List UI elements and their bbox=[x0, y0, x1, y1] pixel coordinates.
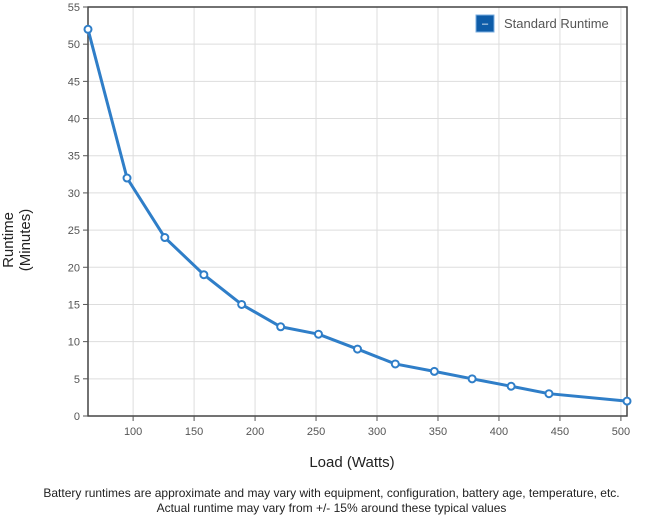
footnote-line-1: Battery runtimes are approximate and may… bbox=[43, 486, 620, 500]
data-point[interactable] bbox=[429, 366, 439, 376]
y-axis-ticks: 0 5 10 15 20 25 30 35 40 45 50 55 bbox=[68, 2, 88, 423]
data-point[interactable] bbox=[313, 329, 323, 339]
x-tick-label: 300 bbox=[368, 426, 386, 438]
y-tick-label: 45 bbox=[68, 76, 80, 88]
series-line bbox=[86, 28, 628, 403]
x-tick-label: 250 bbox=[307, 426, 325, 438]
y-tick-label: 5 bbox=[74, 374, 80, 386]
data-point[interactable] bbox=[276, 322, 286, 332]
y-tick-label: 25 bbox=[68, 225, 80, 237]
y-tick-label: 10 bbox=[68, 337, 80, 349]
plot-border bbox=[87, 6, 628, 417]
x-tick-label: 450 bbox=[551, 426, 569, 438]
y-tick-label: 0 bbox=[74, 411, 80, 423]
data-point[interactable] bbox=[544, 389, 554, 399]
data-point[interactable] bbox=[506, 381, 516, 391]
x-tick-label: 500 bbox=[612, 426, 630, 438]
y-axis-title: Runtime (Minutes) bbox=[0, 209, 34, 272]
y-tick-label: 55 bbox=[68, 2, 80, 14]
x-tick-label: 200 bbox=[246, 426, 264, 438]
data-point[interactable] bbox=[622, 396, 632, 406]
plot-frame bbox=[87, 6, 628, 417]
x-axis-title: Load (Watts) bbox=[309, 454, 394, 471]
data-point[interactable] bbox=[467, 374, 477, 384]
legend-toggle-button[interactable] bbox=[475, 14, 495, 33]
series-standard-runtime bbox=[83, 24, 632, 406]
x-tick-label: 100 bbox=[124, 426, 142, 438]
y-tick-label: 40 bbox=[68, 114, 80, 126]
y-tick-label: 20 bbox=[68, 262, 80, 274]
y-axis-title-line1: Runtime bbox=[0, 212, 17, 268]
y-tick-label: 35 bbox=[68, 151, 80, 163]
data-point[interactable] bbox=[160, 233, 170, 243]
y-tick-label: 15 bbox=[68, 299, 80, 311]
legend[interactable]: – Standard Runtime bbox=[475, 14, 609, 33]
legend-label: Standard Runtime bbox=[504, 16, 609, 31]
x-axis-ticks: 100 150 200 250 300 350 400 450 500 bbox=[124, 416, 630, 438]
footnote-line-2: Actual runtime may vary from +/- 15% aro… bbox=[156, 501, 507, 515]
data-point[interactable] bbox=[122, 173, 132, 183]
x-tick-label: 350 bbox=[429, 426, 447, 438]
data-point[interactable] bbox=[237, 299, 247, 309]
footnote: Battery runtimes are approximate and may… bbox=[0, 486, 663, 516]
data-point[interactable] bbox=[390, 359, 400, 369]
data-point[interactable] bbox=[83, 24, 93, 34]
y-tick-label: 50 bbox=[68, 39, 80, 51]
x-tick-label: 400 bbox=[490, 426, 508, 438]
y-axis-title-line2: (Minutes) bbox=[17, 209, 34, 272]
y-tick-label: 30 bbox=[68, 188, 80, 200]
data-point[interactable] bbox=[199, 270, 209, 280]
legend-toggle-icon: – bbox=[482, 18, 489, 30]
grid-lines bbox=[88, 6, 627, 417]
data-point[interactable] bbox=[353, 344, 362, 354]
x-tick-label: 150 bbox=[185, 426, 203, 438]
